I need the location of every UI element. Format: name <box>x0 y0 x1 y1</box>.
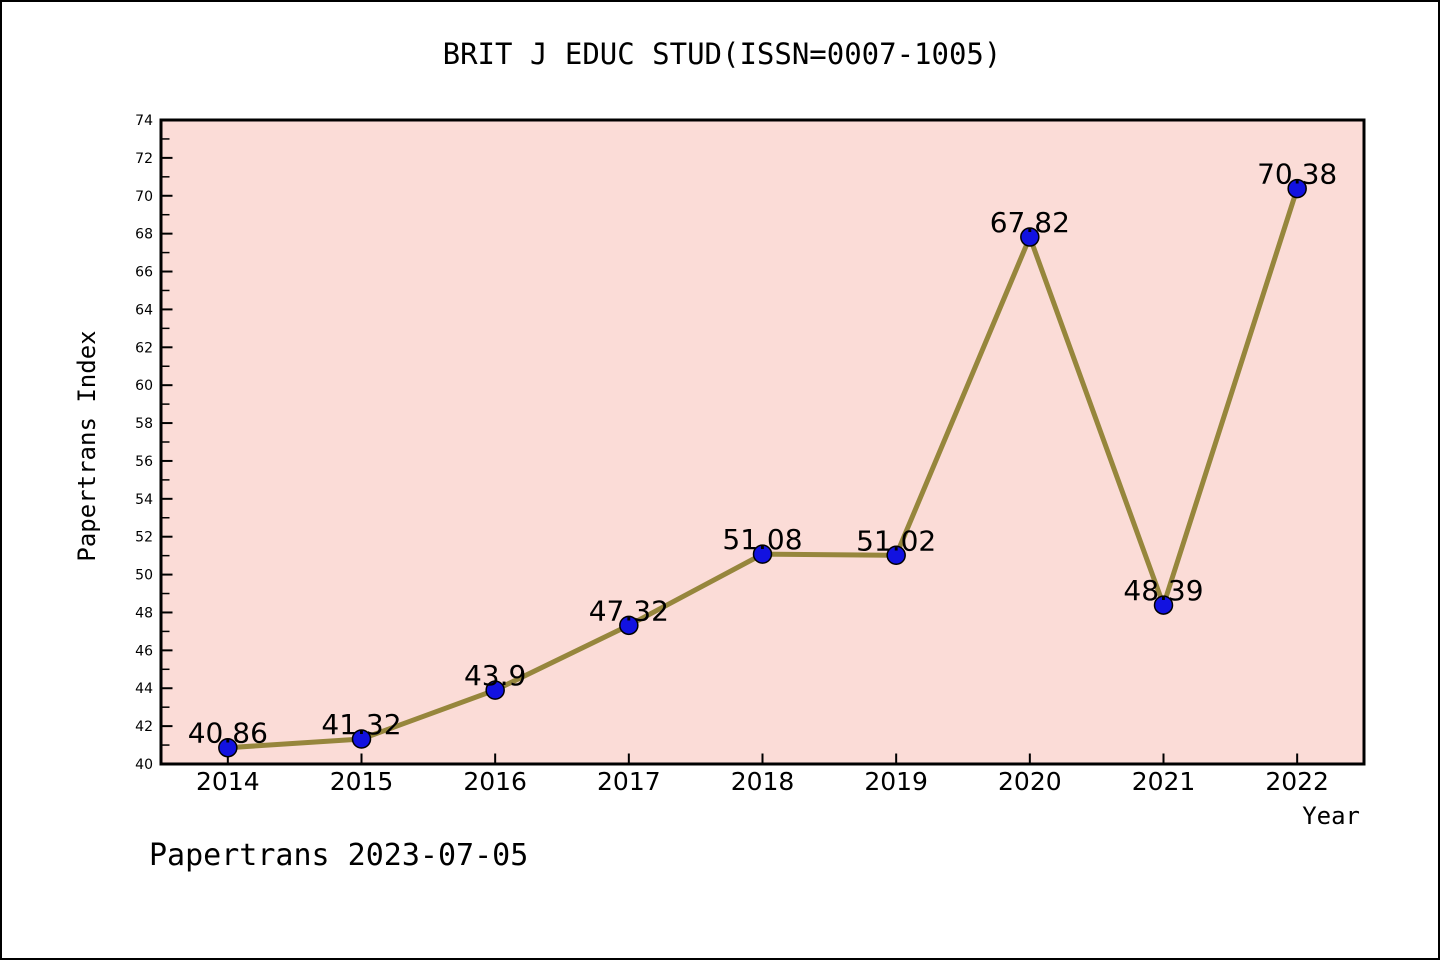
y-tick-label: 62 <box>135 340 153 356</box>
point-value-label: 51.02 <box>856 524 936 557</box>
y-tick-label: 60 <box>135 378 153 394</box>
data-series <box>218 178 1307 758</box>
y-tick-label: 70 <box>135 189 153 205</box>
x-axis-ticks: 2014 2015 2016 2017 2018 2019 2020 2021 2022 <box>196 753 1329 796</box>
point-value-label: 48.39 <box>1123 574 1203 607</box>
point-value-label: 51.08 <box>722 523 802 556</box>
y-tick-label: 66 <box>135 265 153 281</box>
x-tick-label: 2020 <box>998 767 1062 796</box>
data-point <box>1020 227 1040 247</box>
data-point <box>752 544 773 564</box>
data-point <box>485 680 505 700</box>
data-point <box>218 737 238 758</box>
data-point <box>886 545 906 566</box>
point-value-label: 40.86 <box>188 717 268 750</box>
y-tick-label: 56 <box>135 454 153 470</box>
y-tick-label: 74 <box>135 113 153 129</box>
y-axis-ticks: 40 42 44 46 48 50 52 54 56 58 60 62 64 66 68 70 72 74 <box>135 113 173 773</box>
x-tick-label: 2019 <box>864 767 928 796</box>
point-value-label: 43.9 <box>464 659 526 692</box>
x-tick-label: 2018 <box>731 767 795 796</box>
y-tick-label: 48 <box>135 605 153 621</box>
chart-title: BRIT J EDUC STUD(ISSN=0007-1005) <box>443 37 1002 71</box>
y-tick-label: 52 <box>135 530 153 546</box>
data-point-labels: 40.86 41.32 43.9 47.32 51.08 51.02 67.82 48.39 7… <box>188 158 1338 750</box>
x-tick-label: 2017 <box>597 767 661 796</box>
point-value-label: 70.38 <box>1257 158 1337 191</box>
y-tick-label: 54 <box>135 492 153 508</box>
point-value-label: 41.32 <box>321 708 401 741</box>
y-tick-label: 40 <box>135 757 153 773</box>
data-point <box>351 729 372 749</box>
y-tick-label: 42 <box>135 719 153 735</box>
y-tick-label: 64 <box>135 302 153 318</box>
x-axis-label: Year <box>1302 802 1360 830</box>
x-tick-label: 2014 <box>196 767 260 796</box>
y-tick-label: 50 <box>135 568 153 584</box>
x-tick-label: 2015 <box>330 767 394 796</box>
data-point <box>1153 595 1174 615</box>
y-tick-label: 58 <box>135 416 153 432</box>
y-tick-label: 72 <box>135 151 153 167</box>
plot-background <box>159 118 1366 766</box>
y-tick-label: 46 <box>135 643 153 659</box>
x-tick-label: 2021 <box>1132 767 1196 796</box>
data-point <box>619 615 639 636</box>
y-tick-label: 44 <box>135 681 153 697</box>
y-axis-label: Papertrans Index <box>73 330 101 561</box>
x-tick-label: 2016 <box>463 767 527 796</box>
point-value-label: 47.32 <box>589 594 669 627</box>
data-point <box>1287 178 1307 199</box>
x-tick-label: 2022 <box>1265 767 1329 796</box>
y-tick-label: 68 <box>135 227 153 243</box>
point-value-label: 67.82 <box>990 206 1070 239</box>
watermark-text: Papertrans 2023-07-05 <box>149 838 528 873</box>
